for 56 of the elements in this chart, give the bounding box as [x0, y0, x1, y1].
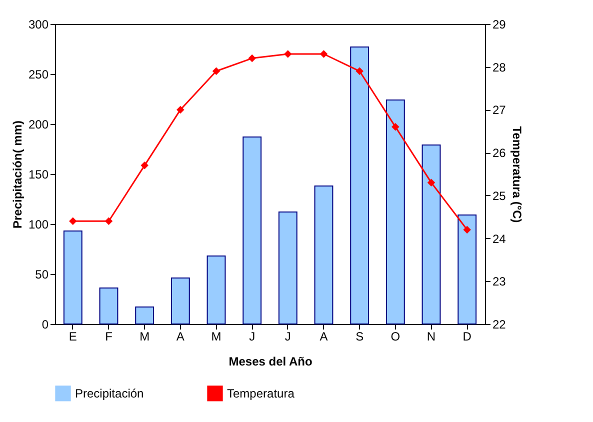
- x-tick-label: M: [140, 330, 150, 344]
- x-axis-title: Meses del Año: [228, 354, 312, 368]
- x-tick-label: S: [356, 330, 364, 344]
- point: [176, 106, 184, 114]
- x-tick-label: D: [462, 330, 472, 344]
- point: [104, 217, 113, 226]
- point: [140, 162, 148, 170]
- x-tick-label: E: [68, 330, 77, 344]
- y-tick-label: 150: [28, 168, 49, 182]
- x-tick-label: F: [105, 330, 112, 344]
- y-tick-label: 50: [35, 268, 49, 282]
- y2-tick-label: 27: [492, 103, 506, 118]
- y2-tick-label: 23: [492, 274, 506, 289]
- x-tick-label: M: [211, 330, 222, 344]
- bar: [386, 100, 405, 324]
- bar: [206, 256, 226, 324]
- y2-tick-label: 22: [492, 318, 506, 332]
- bar: [314, 186, 334, 324]
- x-tick-label: A: [176, 330, 184, 344]
- y-tick-label: 300: [28, 18, 49, 32]
- legend-label: Temperatura: [227, 386, 295, 400]
- point: [248, 54, 256, 62]
- x-tick-label: A: [320, 330, 328, 344]
- point: [320, 50, 328, 58]
- y2-tick-label: 24: [492, 232, 506, 246]
- x-tick-label: O: [390, 330, 400, 344]
- y-tick-label: 0: [42, 318, 49, 332]
- bar: [278, 212, 298, 324]
- bar: [458, 214, 477, 324]
- legend-label: Precipitación: [75, 386, 144, 400]
- y-tick-label: 100: [28, 218, 49, 232]
- point: [427, 178, 436, 186]
- point: [212, 67, 220, 76]
- y-tick-label: 250: [28, 68, 49, 82]
- bar: [170, 278, 190, 324]
- y2-tick-label: 26: [492, 146, 506, 160]
- bar: [422, 144, 441, 324]
- y-axis-title: Precipitación( mm): [10, 120, 24, 229]
- y2-tick-label: 29: [492, 18, 506, 32]
- x-tick-label: J: [249, 330, 256, 344]
- bar: [242, 136, 262, 324]
- point: [463, 226, 471, 234]
- point: [356, 67, 364, 76]
- y-tick-label: 200: [28, 118, 49, 132]
- point: [69, 217, 77, 226]
- x-tick-label: N: [426, 330, 436, 344]
- bar: [135, 306, 154, 324]
- bar: [99, 288, 118, 324]
- x-tick-label: J: [284, 330, 291, 344]
- y2-tick-label: 28: [492, 60, 506, 74]
- point: [284, 50, 292, 58]
- point: [392, 122, 400, 131]
- bar: [350, 46, 370, 324]
- bar: [63, 230, 82, 324]
- y2-tick-label: 25: [492, 188, 506, 203]
- y2-axis-title: Temperatura (°C): [510, 126, 524, 223]
